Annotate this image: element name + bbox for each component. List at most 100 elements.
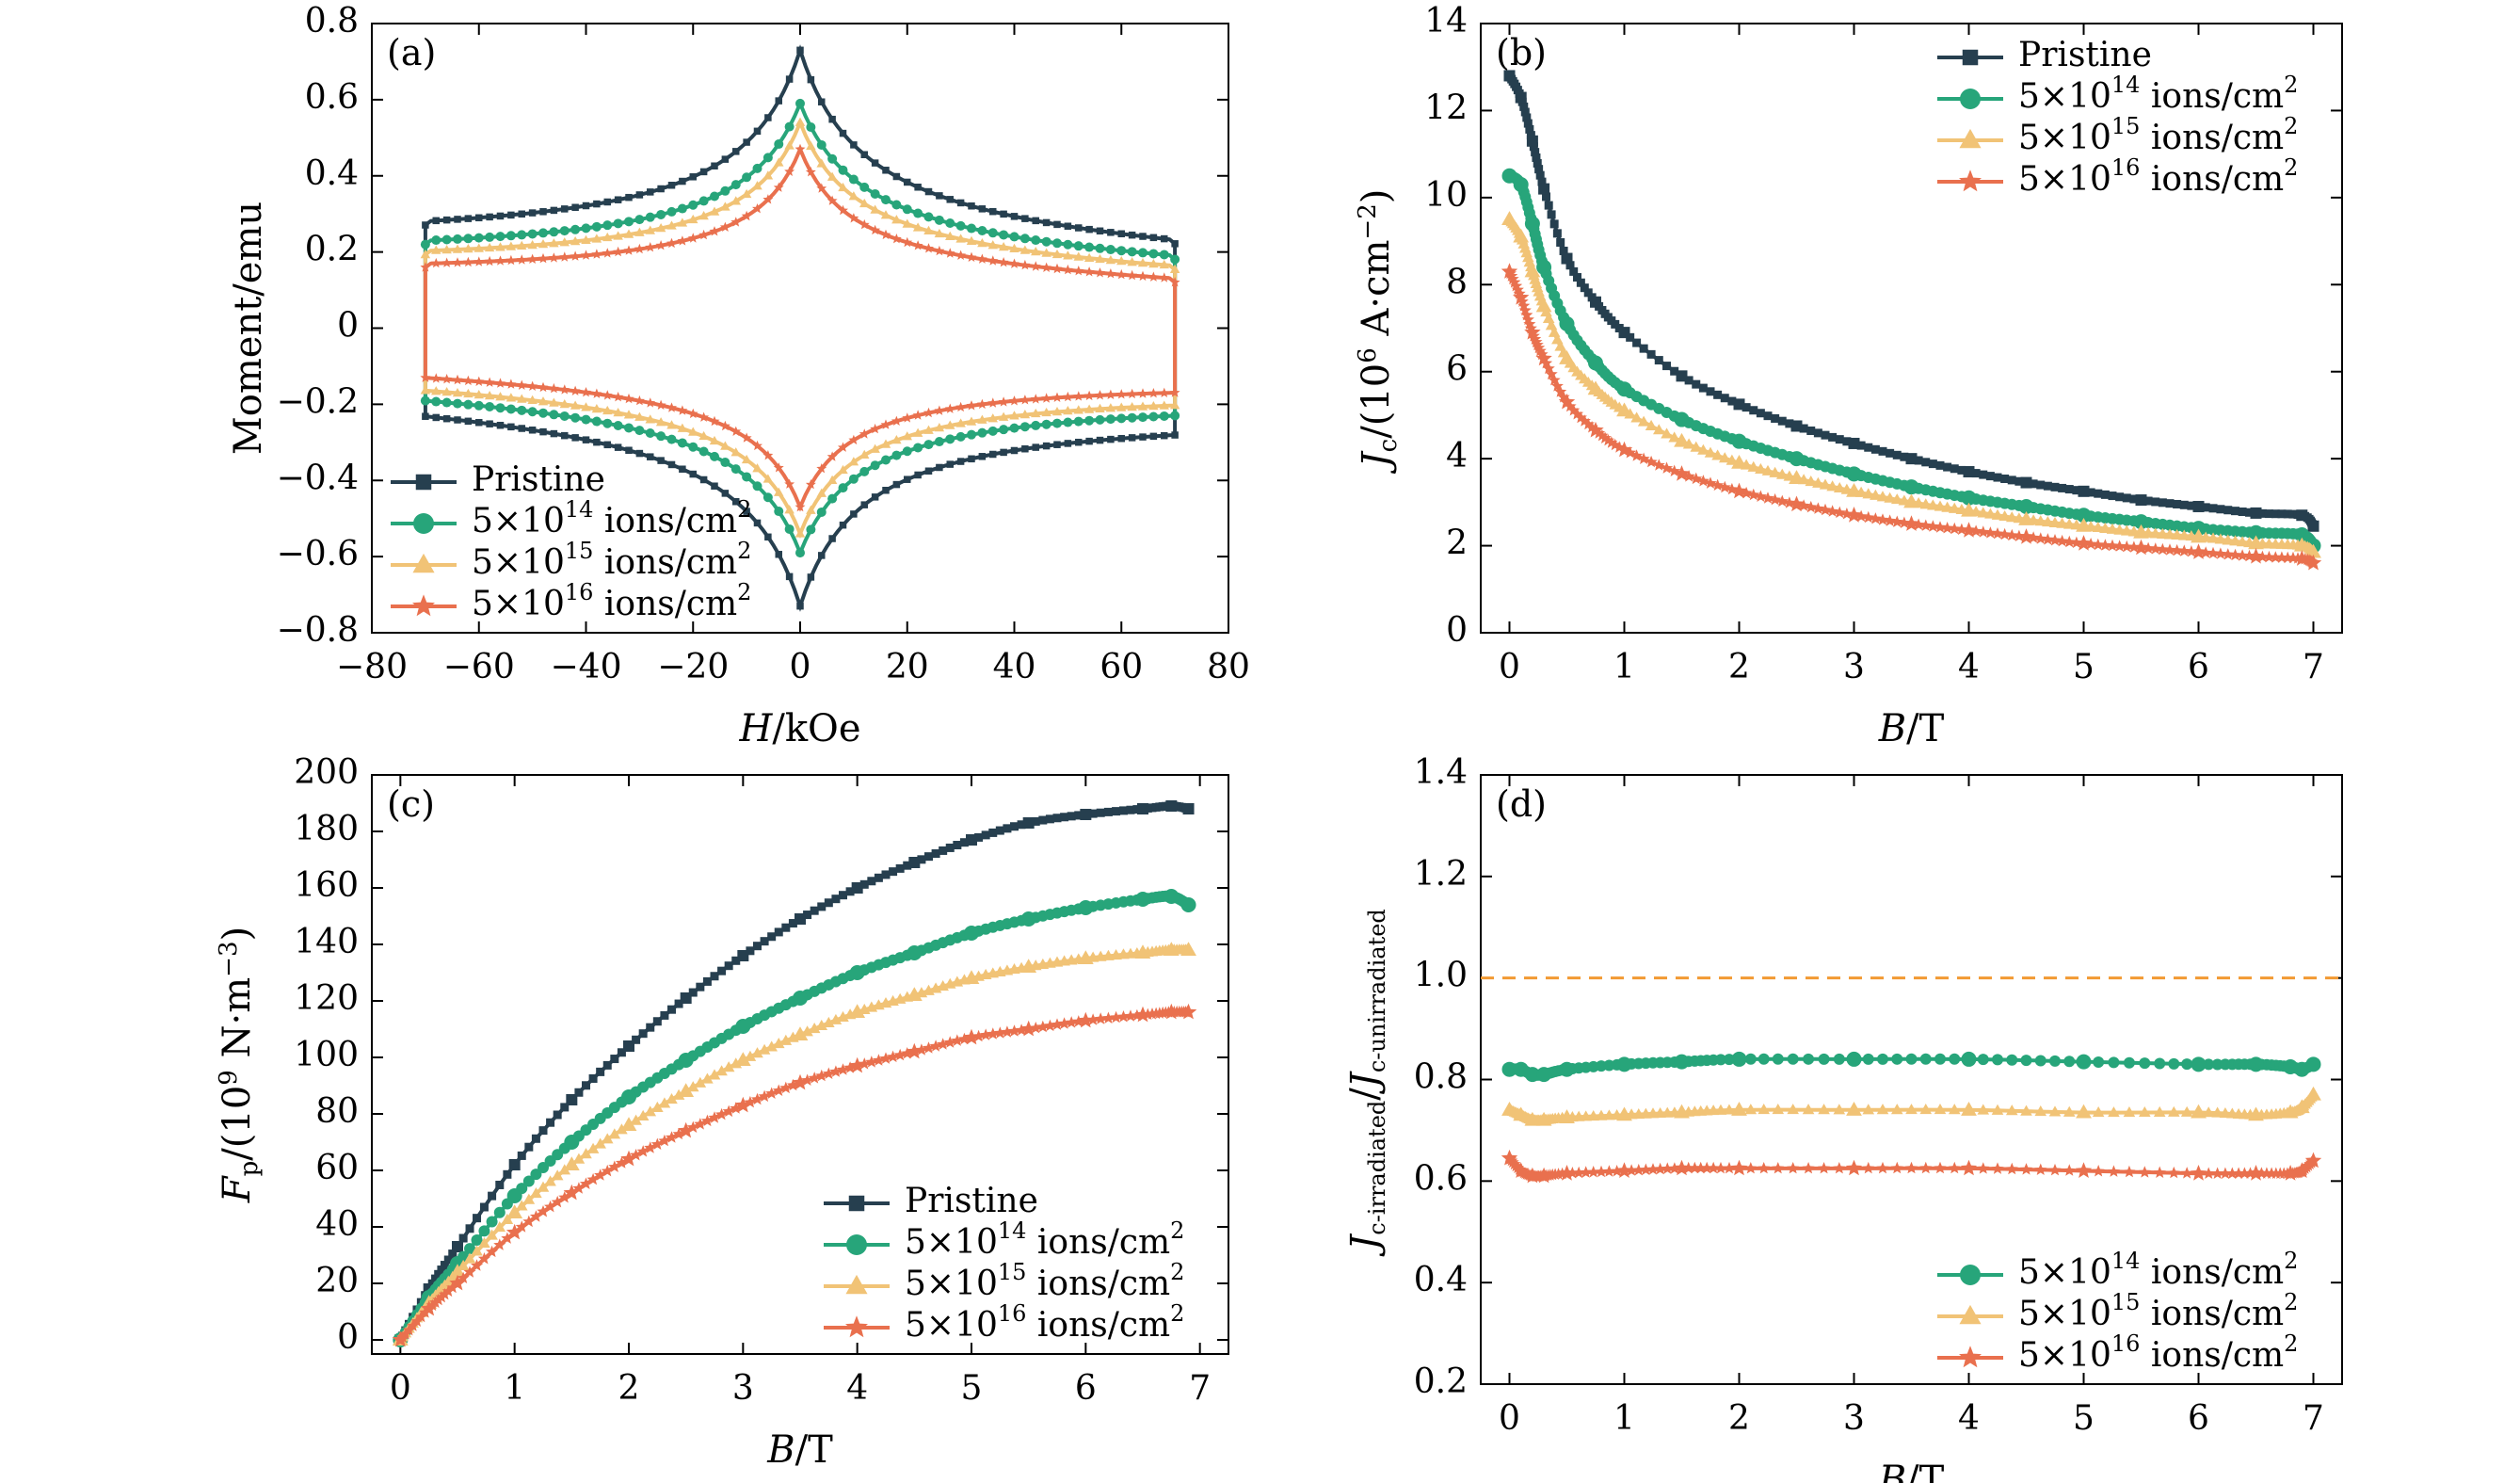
data-point xyxy=(672,1127,685,1140)
data-point xyxy=(1084,242,1095,252)
data-point xyxy=(462,375,474,386)
legend-marker xyxy=(1962,49,1979,66)
data-point xyxy=(1787,1104,1799,1115)
data-point xyxy=(2048,516,2062,527)
data-point xyxy=(945,218,955,229)
data-point xyxy=(678,1083,695,1097)
data-point xyxy=(709,226,720,236)
data-point xyxy=(1031,816,1040,826)
data-point xyxy=(838,483,848,493)
data-point xyxy=(495,232,506,242)
data-point xyxy=(603,198,611,206)
data-point xyxy=(1149,432,1158,441)
data-point xyxy=(687,408,698,419)
data-point xyxy=(2123,1106,2136,1118)
x-tick-label: 60 xyxy=(1099,648,1143,686)
data-point xyxy=(550,206,558,215)
data-point xyxy=(1073,391,1084,401)
data-point xyxy=(1684,376,1693,385)
data-point xyxy=(1501,1061,1517,1077)
data-point xyxy=(2247,547,2265,564)
data-point xyxy=(2242,549,2255,562)
data-point xyxy=(2255,550,2269,563)
data-point xyxy=(1891,1053,1903,1065)
data-point xyxy=(924,187,933,196)
data-point xyxy=(2177,529,2191,540)
data-point xyxy=(751,1047,763,1058)
y-tick-label: −0.8 xyxy=(277,611,359,650)
data-point xyxy=(2139,1057,2151,1070)
data-point xyxy=(457,1271,470,1283)
data-point xyxy=(721,155,730,163)
data-point xyxy=(836,1063,850,1075)
data-point xyxy=(1790,420,1803,432)
x-tick-label: 0 xyxy=(1499,648,1520,686)
data-point xyxy=(539,427,547,436)
data-point xyxy=(845,887,855,896)
data-point xyxy=(998,241,1009,251)
data-point xyxy=(666,1093,678,1104)
data-point xyxy=(655,240,666,250)
data-point xyxy=(906,1042,923,1059)
data-point xyxy=(666,402,677,412)
series-markers-pristine xyxy=(422,46,1179,610)
data-point xyxy=(730,217,742,227)
data-point xyxy=(1588,355,1603,371)
data-point xyxy=(795,98,805,108)
data-point xyxy=(1010,213,1019,220)
data-point xyxy=(538,252,549,264)
data-point xyxy=(779,1034,793,1045)
data-point xyxy=(677,218,688,227)
data-point xyxy=(1501,1149,1518,1166)
data-point xyxy=(1963,466,1975,478)
data-point xyxy=(700,1114,714,1127)
data-point xyxy=(2216,505,2225,514)
data-point xyxy=(708,1069,721,1080)
data-point xyxy=(1038,815,1048,825)
data-point xyxy=(1992,1054,2003,1066)
data-point xyxy=(1182,803,1195,814)
data-point xyxy=(848,1056,866,1073)
data-point xyxy=(2007,476,2016,485)
data-point xyxy=(613,407,623,417)
data-point xyxy=(1900,452,1909,461)
data-point xyxy=(2019,1163,2033,1175)
data-point xyxy=(1561,252,1573,265)
legend-label-i16: 5×1016 ions/cm2 xyxy=(472,579,751,624)
data-point xyxy=(1052,814,1062,823)
data-point xyxy=(995,826,1004,835)
data-point xyxy=(1041,236,1051,247)
data-point xyxy=(1905,1104,1918,1115)
data-point xyxy=(1148,258,1159,268)
data-point xyxy=(936,192,943,200)
data-point xyxy=(1533,344,1547,357)
data-point xyxy=(414,1310,427,1323)
data-point xyxy=(2222,548,2235,560)
data-point xyxy=(1537,177,1547,186)
data-point xyxy=(1105,245,1116,255)
data-point xyxy=(1549,219,1559,229)
y-axis-label: Moment/emu xyxy=(227,201,270,455)
data-point xyxy=(906,987,923,1001)
data-point xyxy=(987,1027,1000,1040)
data-point xyxy=(698,430,709,441)
data-point xyxy=(741,188,752,199)
data-point xyxy=(686,1081,699,1092)
data-point xyxy=(1137,270,1148,282)
data-point xyxy=(623,229,634,238)
data-point xyxy=(850,141,858,149)
data-point xyxy=(2165,499,2175,508)
data-point xyxy=(1704,476,1717,489)
data-point xyxy=(574,1088,584,1097)
data-point xyxy=(786,1078,799,1091)
data-point xyxy=(907,945,923,960)
data-point xyxy=(527,239,538,250)
data-point xyxy=(902,236,913,248)
data-point xyxy=(484,377,495,387)
data-point xyxy=(1661,427,1673,439)
data-point xyxy=(1159,272,1170,282)
legend-item-i14: 5×1014 ions/cm2 xyxy=(391,496,751,540)
data-point xyxy=(1905,1053,1918,1065)
x-tick-label: 20 xyxy=(886,648,929,686)
data-point xyxy=(644,1141,657,1153)
